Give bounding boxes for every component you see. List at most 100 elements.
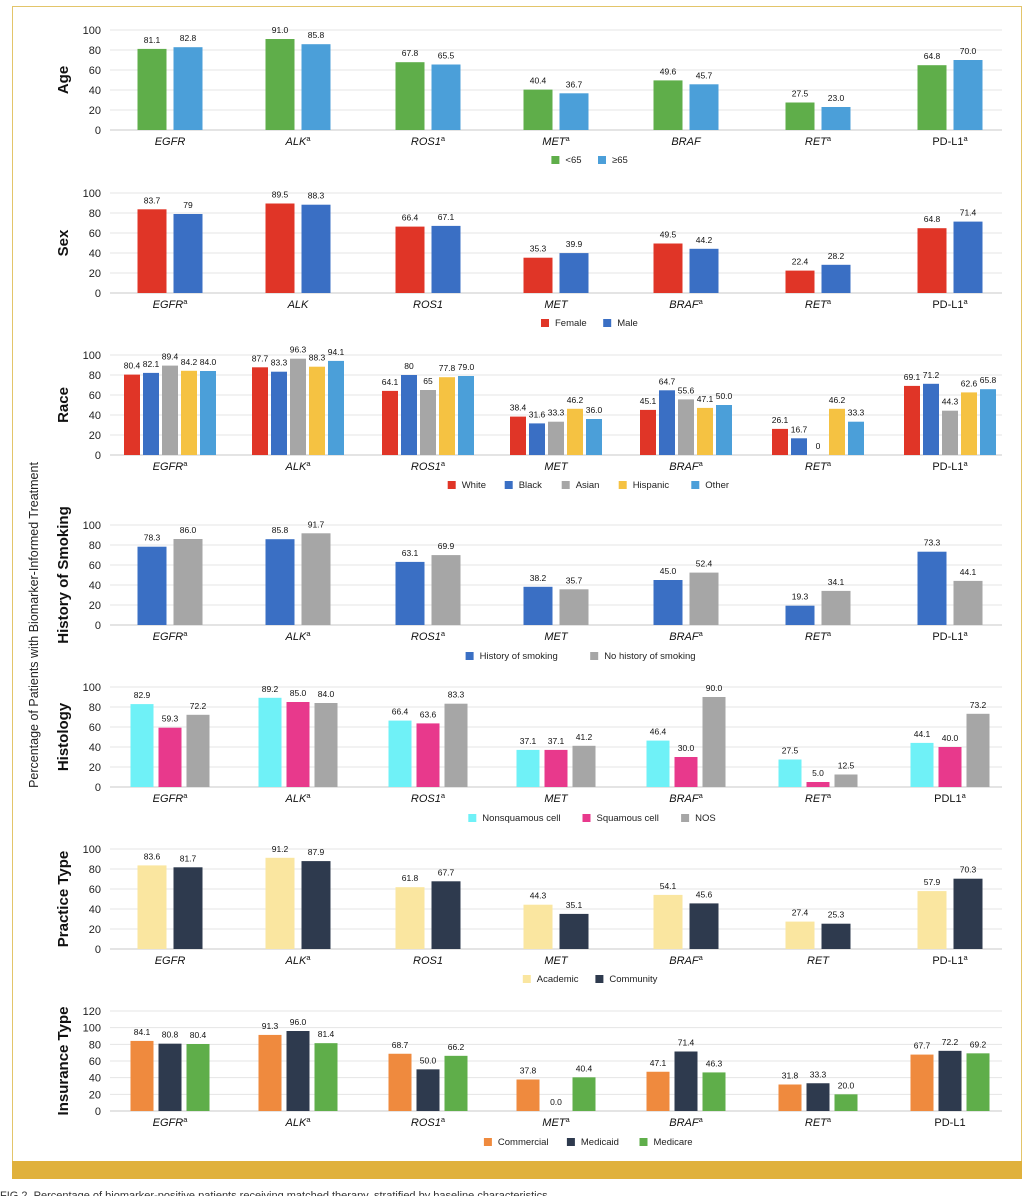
y-tick-label: 80 — [89, 864, 101, 876]
data-label: 64.8 — [924, 214, 941, 224]
legend-swatch — [561, 481, 570, 489]
data-label: 28.2 — [828, 251, 845, 261]
legend-swatch — [551, 156, 560, 164]
bar — [258, 697, 282, 787]
x-tick-label: EGFR — [155, 136, 186, 148]
data-label: 35.1 — [566, 900, 583, 910]
data-label: 27.5 — [792, 89, 809, 99]
bar — [388, 1053, 412, 1111]
y-tick-label: 80 — [89, 45, 101, 57]
x-tick-label: PD-L1a — [932, 459, 968, 473]
y-tick-label: 0 — [95, 125, 101, 137]
figure-bottom-bar — [12, 1161, 1022, 1179]
y-tick-label: 60 — [89, 65, 101, 77]
x-tick-label: PD-L1a — [932, 297, 968, 311]
x-tick-label: RETa — [805, 629, 832, 643]
bar — [821, 264, 851, 293]
x-tick-label: ALKa — [285, 459, 312, 473]
x-tick-label: ROS1a — [411, 134, 446, 148]
data-label: 50.0 — [420, 1055, 437, 1065]
legend-swatch — [639, 1138, 648, 1146]
bar — [286, 1031, 310, 1111]
data-label: 84.0 — [318, 689, 335, 699]
chart-panel-6: 0 20 40 60 80 100 120 Insurance Type 84.1 80.8 80.… — [55, 1006, 1002, 1148]
data-label: 31.8 — [782, 1071, 799, 1081]
bar — [559, 93, 589, 130]
data-label: 85.0 — [290, 688, 307, 698]
data-label: 23.0 — [828, 93, 845, 103]
x-tick-label: RET — [807, 955, 830, 967]
y-tick-label: 100 — [83, 25, 101, 37]
x-tick-label: EGFRa — [153, 459, 189, 473]
bar — [917, 551, 947, 625]
bar — [653, 894, 683, 949]
data-label: 91.7 — [308, 519, 325, 529]
y-tick-label: 40 — [89, 904, 101, 916]
data-label: 40.4 — [576, 1063, 593, 1073]
legend-label: Nonsquamous cell — [482, 813, 560, 824]
bar — [785, 102, 815, 130]
data-label: 67.8 — [402, 48, 419, 58]
data-label: 66.4 — [392, 707, 409, 717]
bar — [834, 1094, 858, 1111]
x-tick-label: BRAFa — [669, 629, 703, 643]
bar — [821, 590, 851, 625]
bar — [173, 47, 203, 131]
y-tick-label: 100 — [83, 350, 101, 362]
bar — [980, 389, 996, 455]
data-label: 38.4 — [510, 403, 527, 413]
x-tick-label: RETa — [805, 297, 832, 311]
bar — [137, 48, 167, 130]
bar — [910, 742, 934, 787]
bar — [778, 1084, 802, 1111]
data-label: 0 — [816, 441, 821, 451]
data-label: 49.5 — [660, 230, 677, 240]
bar — [785, 605, 815, 625]
data-label: 49.6 — [660, 66, 677, 76]
legend-swatch — [618, 481, 627, 489]
y-tick-label: 80 — [89, 540, 101, 552]
y-tick-label: 100 — [83, 520, 101, 532]
bar — [702, 1072, 726, 1111]
data-label: 81.7 — [180, 853, 197, 863]
data-label: 44.1 — [960, 567, 977, 577]
data-label: 37.8 — [520, 1066, 537, 1076]
x-tick-label: BRAFa — [669, 459, 703, 473]
data-label: 19.3 — [792, 592, 809, 602]
data-label: 72.2 — [942, 1037, 959, 1047]
bar — [395, 887, 425, 949]
legend-label: Academic — [537, 974, 579, 985]
bar — [181, 370, 197, 455]
legend-label: Community — [609, 974, 657, 985]
legend-label: No history of smoking — [604, 651, 695, 662]
data-label: 44.3 — [942, 397, 959, 407]
bar — [431, 555, 461, 625]
data-label: 64.7 — [659, 376, 676, 386]
y-tick-label: 0 — [95, 944, 101, 956]
bar — [674, 757, 698, 787]
data-label: 89.4 — [162, 352, 179, 362]
x-tick-label: EGFRa — [153, 629, 189, 643]
bar — [772, 428, 788, 455]
y-tick-label: 60 — [89, 390, 101, 402]
x-tick-label: BRAF — [671, 136, 702, 148]
bar — [401, 375, 417, 455]
panel-title: Race — [55, 387, 72, 423]
data-label: 84.2 — [181, 357, 198, 367]
bar — [689, 84, 719, 130]
bar — [646, 740, 670, 787]
bar — [702, 697, 726, 787]
x-tick-label: MET — [544, 955, 569, 967]
x-tick-label: ALKa — [285, 791, 312, 805]
bar — [559, 913, 589, 949]
bar — [848, 421, 864, 455]
bar — [309, 366, 325, 455]
data-label: 64.1 — [382, 377, 399, 387]
data-label: 89.5 — [272, 190, 289, 200]
x-tick-label: MET — [544, 299, 569, 311]
data-label: 73.2 — [970, 700, 987, 710]
bar — [544, 749, 568, 787]
y-tick-label: 60 — [89, 884, 101, 896]
data-label: 87.9 — [308, 847, 325, 857]
y-tick-label: 60 — [89, 722, 101, 734]
